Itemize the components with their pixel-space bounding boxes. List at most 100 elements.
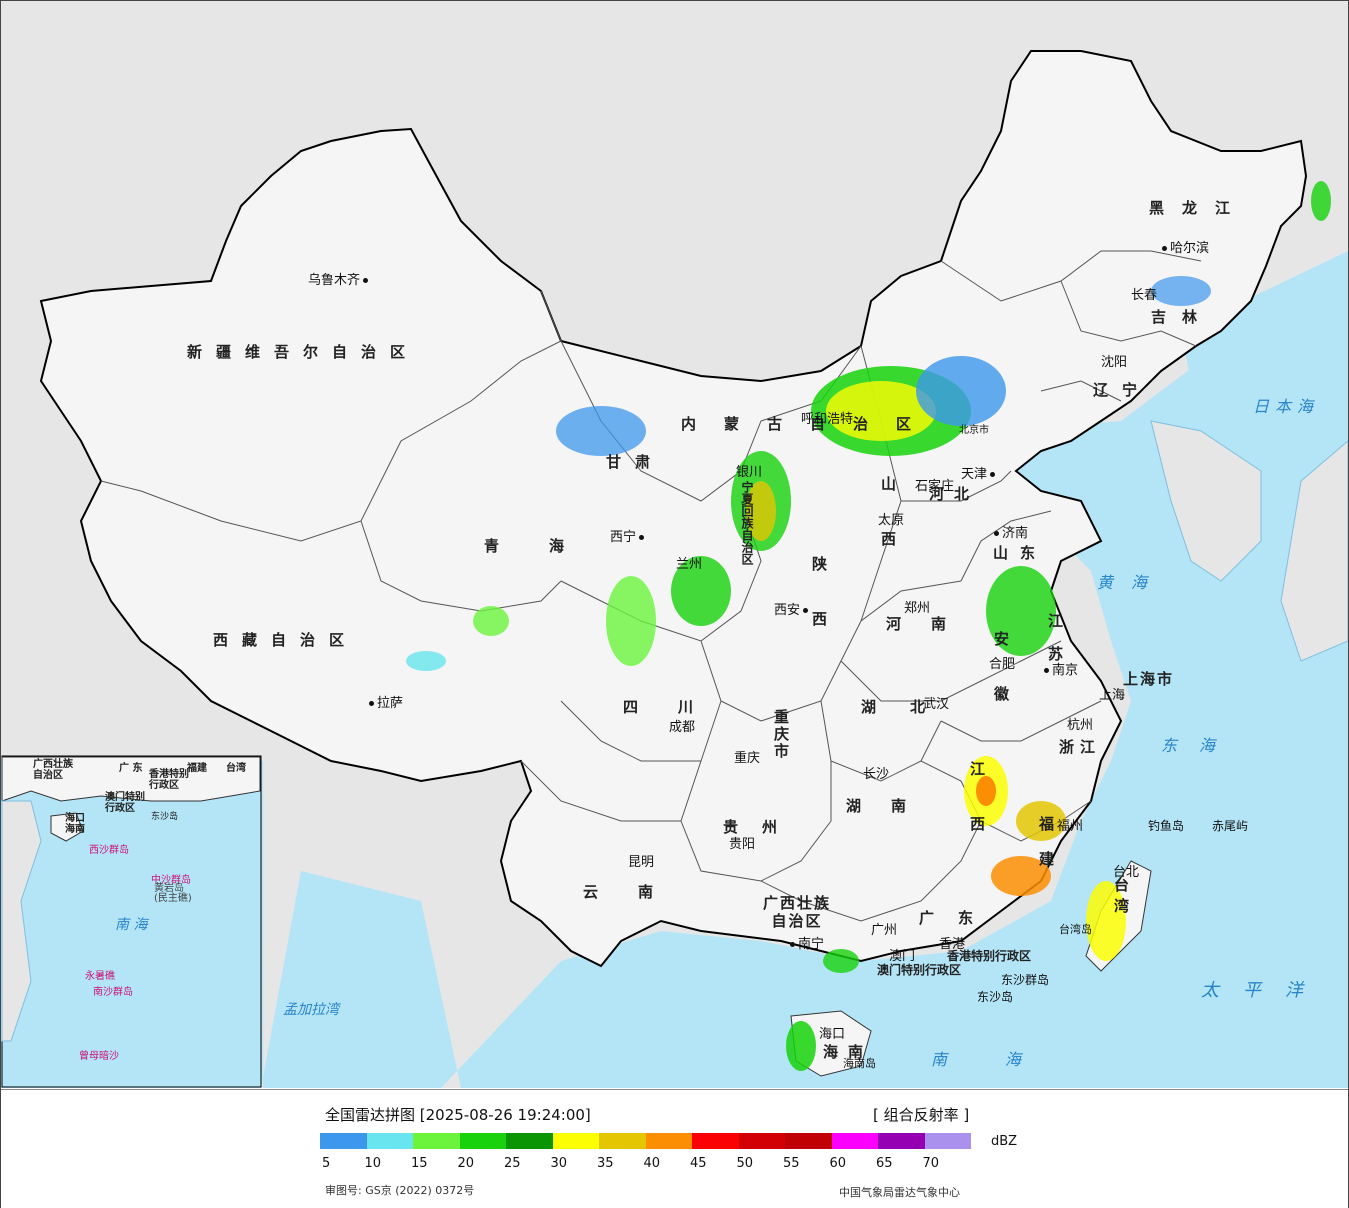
inset-label-macau: 澳门特别 行政区 [105,792,145,814]
legend-swatch [785,1133,832,1149]
inset-label-taiwan: 台湾 [226,763,246,774]
label-hunan: 湖南 [846,797,937,815]
island-taiwan: 台湾岛 [1059,923,1092,936]
legend-unit: dBZ [991,1134,1018,1149]
inset-label-huangyan: 黄岩岛 (民主礁) [154,883,192,904]
label-hainan: 海南 [823,1043,874,1061]
inset-label-dongsha: 东沙岛 [151,812,179,822]
city-xian: 西安 [774,599,811,618]
city-guangzhou: 广州 [871,923,898,938]
legend: 全国雷达拼图 [2025-08-26 19:24:00] [ 组合反射率 ] d… [1,1089,1348,1208]
city-urumqi: 乌鲁木齐 [308,269,371,288]
label-guangxi: 广西壮族 自治区 [763,894,832,930]
label-shaanxi: 陕西 [810,556,828,666]
label-anhui: 安徽 [992,631,1010,741]
japan-coast [1280,440,1348,662]
legend-tick-label: 10 [364,1156,382,1171]
label-qinghai: 青海 [484,537,615,555]
label-taiwan: 台湾 [1112,877,1130,919]
city-shijiazhuang: 石家庄 [915,479,955,494]
legend-tick-label: 65 [876,1156,893,1171]
island-diaoyu: 钓鱼岛 [1148,819,1185,833]
city-kunming: 昆明 [628,855,655,870]
city-tianjin: 天津 [961,463,998,482]
inset-label-zhongsha: 中沙群岛 [151,875,191,886]
city-hohhot: 呼和浩特 [801,412,854,427]
inset-label-sea: 南 海 [115,917,148,933]
island-dongsha: 东沙岛 [977,990,1014,1004]
label-neimenggu: 内蒙古自治区 [681,415,940,433]
city-yinchuan: 银川 [736,465,763,480]
sea-south: 南海 [931,1050,1080,1069]
legend-tick-label: 5 [322,1156,331,1171]
label-ningxia: 宁夏回族自治区 [740,481,754,565]
map-canvas [1,50,1348,1088]
label-shandong: 山东 [993,544,1048,562]
label-hk: 香港特别行政区 [947,949,1032,963]
label-yunnan: 云南 [583,883,694,901]
label-gansu: 甘肃 [606,453,665,471]
legend-product: [ 组合反射率 ] [873,1106,970,1124]
inset-label-fujian: 福建 [187,763,207,774]
city-wuhan: 武汉 [923,697,950,712]
label-chongqing: 重庆市 [772,709,790,760]
city-lanzhou: 兰州 [676,557,703,572]
radar-echoes [406,181,1331,1071]
legend-swatch [831,1133,878,1149]
city-zhengzhou: 郑州 [904,601,931,616]
legend-approval: 审图号: GS京 (2022) 0372号 [325,1184,475,1197]
city-guiyang: 贵阳 [729,837,756,852]
inset-label-xisha: 西沙群岛 [89,845,129,856]
legend-swatch [692,1133,739,1149]
city-taiyuan: 太原 [878,513,905,528]
korea-peninsula [1150,420,1262,582]
ocean-east [1,301,1348,1088]
city-taibei: 台北 [1113,865,1140,880]
label-shanxi: 山西 [879,476,897,586]
radar-map: 新疆维吾尔自治区 西藏自治区 青海 甘肃 四川 云南 贵州 广西壮族 自治区 广… [1,1,1348,1088]
legend-tick-label: 45 [690,1156,707,1171]
city-nanning: 南宁 [787,933,824,952]
city-chengdu: 成都 [669,720,696,735]
sea-japan: 日本海 [1253,397,1320,416]
city-shenyang: 沈阳 [1101,355,1128,370]
legend-swatch [599,1133,646,1149]
ocean-japan [1181,251,1348,471]
legend-tick-label: 30 [550,1156,568,1171]
legend-swatch [645,1133,692,1149]
legend-title: 全国雷达拼图 [2025-08-26 19:24:00] [325,1106,591,1124]
legend-source: 中国气象局雷达气象中心 [839,1186,960,1199]
city-jinan: 济南 [991,522,1028,541]
city-shanghaicity: 上海 [1099,688,1126,703]
city-beijing: 北京市 [959,425,989,436]
city-hefei: 合肥 [989,657,1016,672]
inset-label-guangxi: 广西壮族 自治区 [33,759,73,781]
sea-east: 东海 [1161,736,1238,755]
label-fujian: 福建 [1037,816,1055,886]
label-liaoning: 辽宁 [1093,381,1152,399]
inset-label-hainan: 海口 海南 [65,813,85,835]
china-land [39,50,1308,968]
label-jilin: 吉林 [1151,308,1214,326]
label-guangdong: 广东 [919,909,998,927]
inset-coast [1,756,261,802]
legend-swatch [506,1133,553,1149]
label-zhejiang: 浙江 [1059,738,1102,756]
inset-hainan [50,812,84,842]
legend-tick-label: 35 [597,1156,614,1171]
south-sea-inset [1,755,262,1088]
legend-swatch [924,1133,971,1149]
city-changsha: 长沙 [863,767,890,782]
label-sichuan: 四川 [623,698,734,716]
label-macau: 澳门特别行政区 [877,963,962,977]
inset-land-west [1,800,42,1042]
sea-yellow: 黄海 [1097,573,1166,592]
legend-tick-label: 20 [457,1156,475,1171]
label-guizhou: 贵州 [723,818,802,836]
island-hainan: 海南岛 [843,1057,876,1070]
inset-label-yongshu: 永暑礁 [85,971,115,982]
legend-color-bar [320,1133,971,1149]
legend-swatch [878,1133,925,1149]
legend-tick-label: 60 [829,1156,847,1171]
city-changchun: 长春 [1131,288,1158,303]
